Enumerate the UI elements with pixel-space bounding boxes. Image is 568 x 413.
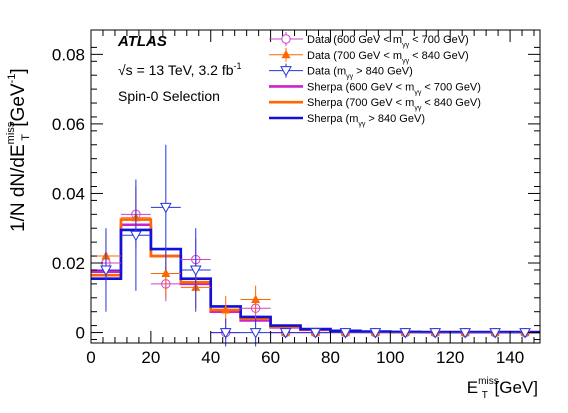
legend-label-text: Sherpa (m xyxy=(307,113,358,125)
x-tick-label: 20 xyxy=(141,348,160,367)
legend-label-sub: γγ xyxy=(346,74,354,81)
axes-layer: 0 20 40 60 80 100 120 140 0 0.02 0.04 0.06 0.08 xyxy=(52,30,540,367)
data-point xyxy=(429,328,442,339)
legend-label-sub: γγ xyxy=(414,105,422,112)
legend-marker xyxy=(281,49,291,59)
data-point xyxy=(251,294,261,304)
x-tick-label: 80 xyxy=(321,348,340,367)
x-tick-label: 140 xyxy=(496,348,524,367)
legend-label-text: Sherpa (700 GeV < m xyxy=(307,97,414,109)
data-points-layer xyxy=(91,144,540,347)
data-point xyxy=(369,328,382,339)
legend-label-text: Data (m xyxy=(307,66,346,78)
histogram-layer xyxy=(91,218,540,334)
x-axis-title-unit: [GeV] xyxy=(490,378,538,397)
data-point xyxy=(339,328,352,339)
legend-label: Sherpa (mγγ > 840 GeV) xyxy=(307,113,425,128)
data-point xyxy=(399,328,412,339)
y-tick-label: 0.08 xyxy=(52,45,85,64)
legend-label: Data (600 GeV < mγγ < 700 GeV) xyxy=(307,34,469,49)
data-point xyxy=(130,230,142,242)
x-tick-label: 0 xyxy=(86,348,95,367)
data-point xyxy=(459,328,472,339)
legend-label-text: < 840 GeV) xyxy=(421,97,481,109)
data-point xyxy=(279,328,292,339)
x-axis-title: Emiss T [GeV] xyxy=(467,376,538,401)
legend-label-text: < 840 GeV) xyxy=(409,50,469,62)
data-point xyxy=(100,265,112,276)
x-tick-label: 100 xyxy=(376,348,404,367)
y-tick-label: 0.06 xyxy=(52,115,85,134)
legend-label-sub: γγ xyxy=(414,89,422,96)
legend-label: Data (mγγ > 840 GeV) xyxy=(307,66,413,81)
legend: Data (600 GeV < mγγ < 700 GeV)Data (700 … xyxy=(269,32,481,128)
y-axis-title: 1/N dN/dEmiss T [GeV-1] xyxy=(5,68,32,232)
data-point xyxy=(161,268,171,277)
selection-label: Spin-0 Selection xyxy=(118,88,220,104)
y-axis-title-prefix: 1/N dN/dE xyxy=(8,144,29,232)
data-point xyxy=(309,328,322,339)
energy-label: √s = 13 TeV, 3.2 fb-1 xyxy=(118,61,242,78)
energy-label-sup: -1 xyxy=(234,61,242,71)
legend-label-sub: γγ xyxy=(358,121,366,128)
legend-label-text: < 700 GeV) xyxy=(409,34,469,46)
legend-label-text: < 700 GeV) xyxy=(421,81,481,93)
x-axis-title-base: E xyxy=(467,378,478,397)
legend-label-sub: γγ xyxy=(402,42,410,49)
data-point xyxy=(219,328,232,339)
x-tick-label: 60 xyxy=(261,348,280,367)
legend-label-sub: γγ xyxy=(402,58,410,65)
legend-label-text: Sherpa (600 GeV < m xyxy=(307,81,414,93)
data-point xyxy=(189,265,202,276)
x-tick-label: 120 xyxy=(436,348,464,367)
data-point xyxy=(519,328,531,339)
legend-marker xyxy=(281,34,291,44)
legend-label-text: Data (600 GeV < m xyxy=(307,34,402,46)
histogram-line-1 xyxy=(91,223,540,334)
y-axis-title-sub: T xyxy=(20,134,32,141)
y-tick-label: 0 xyxy=(76,324,85,343)
experiment-label: ATLAS xyxy=(117,33,167,50)
data-point xyxy=(489,328,501,339)
legend-label-text: > 840 GeV) xyxy=(353,66,413,78)
y-axis-title-sup: miss xyxy=(5,121,17,144)
x-axis-title-sub: T xyxy=(482,390,488,401)
histogram-line-2 xyxy=(91,218,540,334)
y-axis-title-unit-sup: -1 xyxy=(6,74,18,84)
legend-label-text: Data (700 GeV < m xyxy=(307,50,402,62)
y-axis-title-unit-close: ] xyxy=(8,68,29,73)
x-axis-title-sup: miss xyxy=(478,376,499,387)
legend-marker xyxy=(280,66,292,77)
y-axis-title-unit: [GeV xyxy=(8,83,29,132)
histogram-line-3 xyxy=(91,228,540,334)
legend-label-text: > 840 GeV) xyxy=(365,113,425,125)
legend-label: Data (700 GeV < mγγ < 840 GeV) xyxy=(307,50,469,65)
legend-label: Sherpa (600 GeV < mγγ < 700 GeV) xyxy=(307,81,481,96)
x-tick-label: 40 xyxy=(201,348,220,367)
data-point xyxy=(249,328,262,339)
legend-label: Sherpa (700 GeV < mγγ < 840 GeV) xyxy=(307,97,481,112)
data-point xyxy=(221,304,231,314)
y-tick-label: 0.02 xyxy=(52,254,85,273)
y-tick-label: 0.04 xyxy=(52,184,85,203)
data-point xyxy=(159,202,172,214)
energy-label-text: √s = 13 TeV, 3.2 fb xyxy=(118,62,234,78)
